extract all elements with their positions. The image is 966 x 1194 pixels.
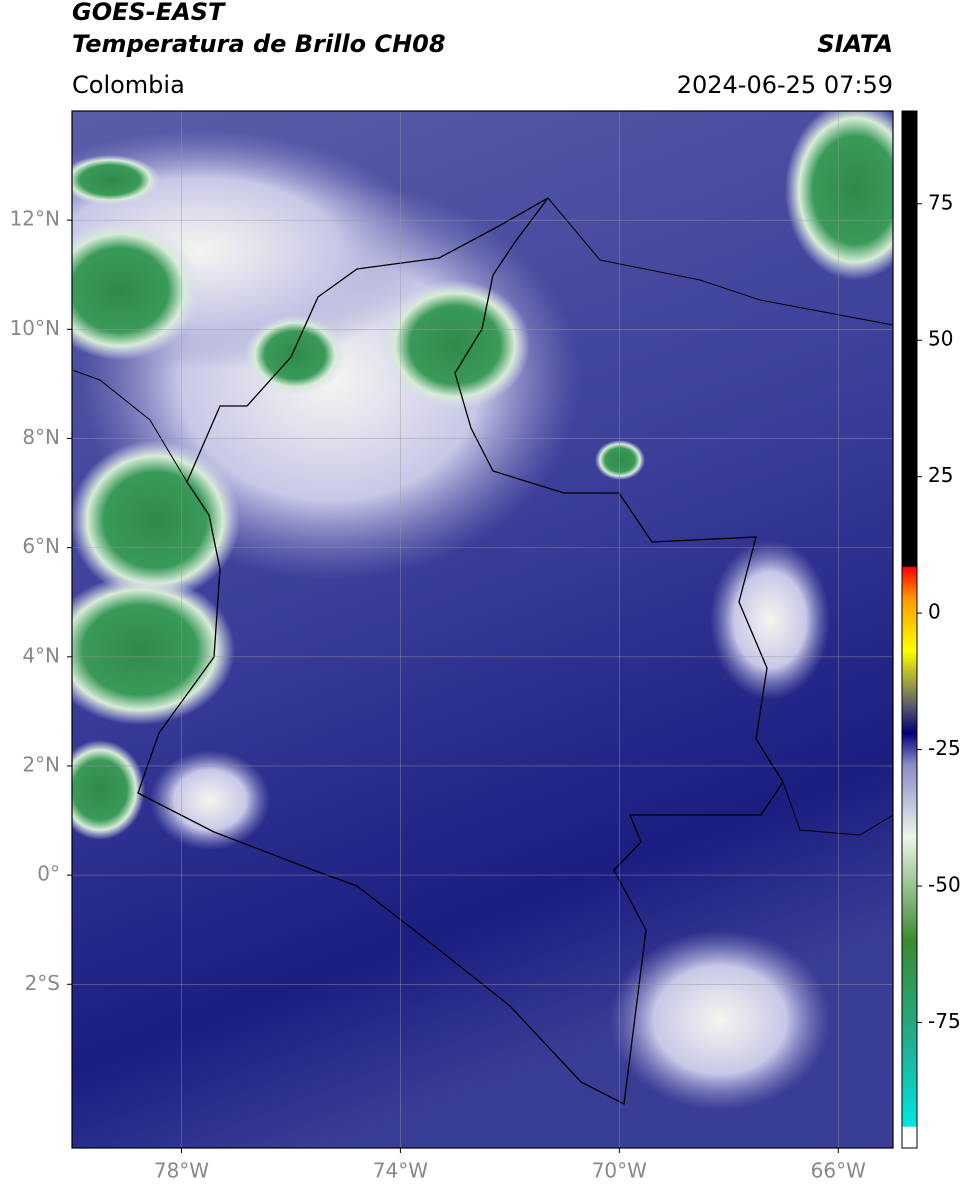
- x-tick-label: 74°W: [373, 1159, 428, 1183]
- y-tick-label: 10°N: [10, 316, 60, 340]
- colorbar-tick-label: 0: [928, 600, 941, 624]
- datetime: 2024-06-25 07:59: [677, 71, 893, 99]
- y-tick-label: 6°N: [22, 534, 60, 558]
- colorbar-tick-label: -50: [928, 873, 961, 897]
- y-tick-label: 8°N: [22, 425, 60, 449]
- map-frame: [71, 110, 894, 1149]
- source: SIATA: [817, 30, 893, 58]
- y-tick-label: 2°S: [25, 971, 60, 995]
- y-tick-label: 0°: [37, 862, 60, 886]
- x-tick-label: 70°W: [592, 1159, 647, 1183]
- map-image: [72, 111, 893, 1148]
- colorbar-tick-label: 75: [928, 190, 953, 214]
- colorbar: [901, 110, 918, 1149]
- colorbar-tick-label: -25: [928, 736, 961, 760]
- y-tick-label: 12°N: [10, 207, 60, 231]
- title: GOES-EAST: [72, 0, 226, 26]
- x-tick-label: 66°W: [811, 1159, 866, 1183]
- y-tick-label: 4°N: [22, 643, 60, 667]
- y-tick-label: 2°N: [22, 752, 60, 776]
- colorbar-tick-label: -75: [928, 1009, 961, 1033]
- subtitle: Temperatura de Brillo CH08: [72, 30, 446, 58]
- colorbar-tick-label: 25: [928, 463, 953, 487]
- region: Colombia: [72, 71, 185, 99]
- x-tick-label: 78°W: [154, 1159, 209, 1183]
- colorbar-tick-label: 50: [928, 327, 953, 351]
